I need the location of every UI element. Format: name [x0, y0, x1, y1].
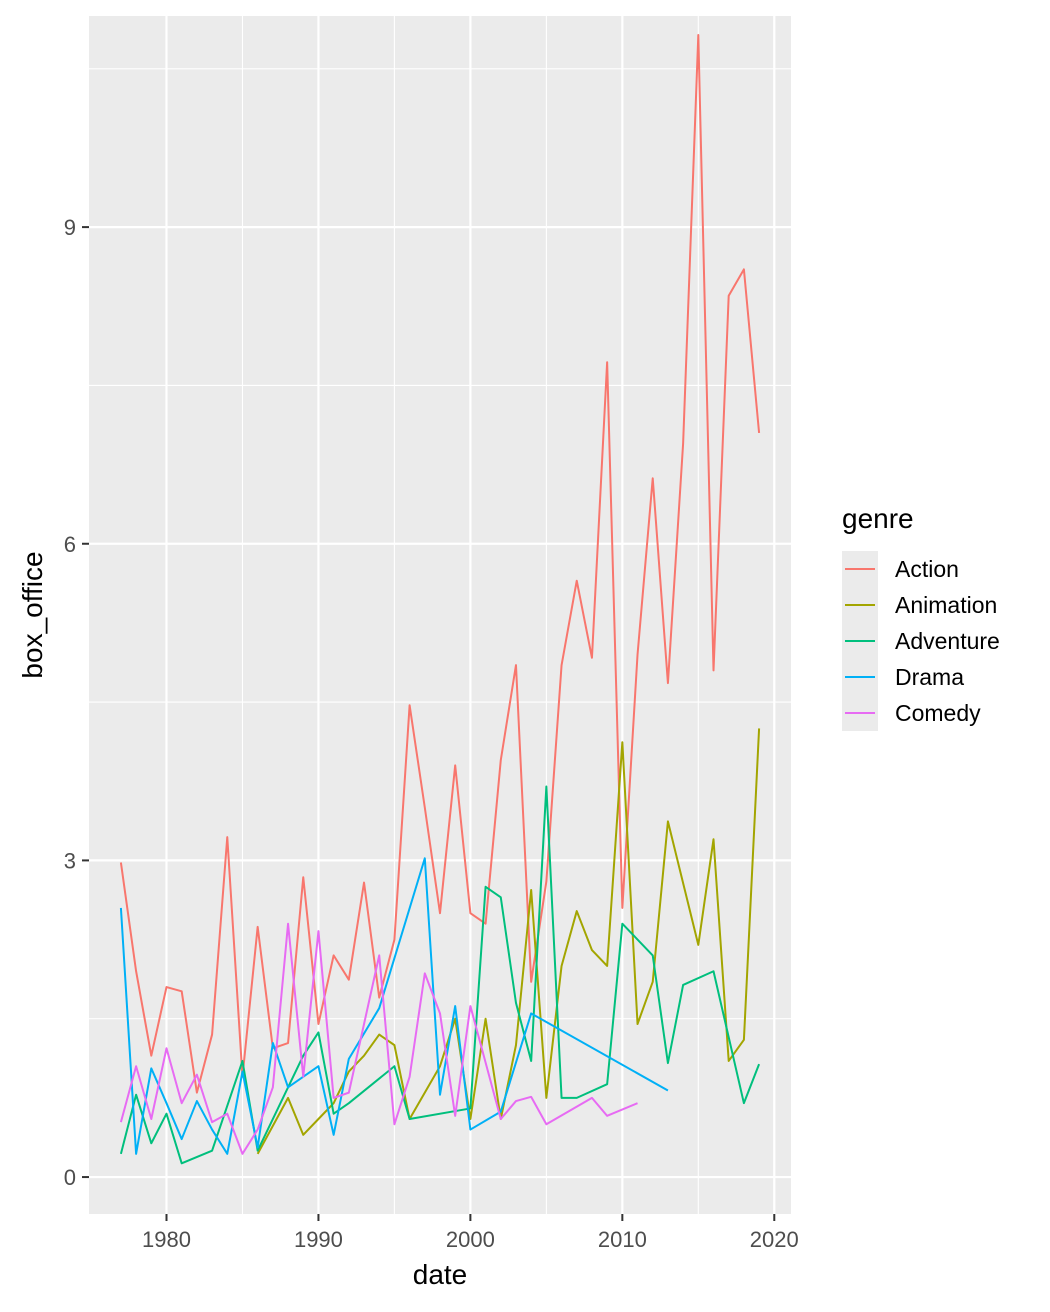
legend-label-animation: Animation — [895, 592, 997, 618]
x-axis-title: date — [413, 1259, 468, 1290]
x-axis-ticks: 1980 1990 2000 2010 2020 — [142, 1214, 799, 1252]
panel-background — [89, 16, 791, 1214]
legend-label-drama: Drama — [895, 664, 964, 690]
x-tick-label-3: 2010 — [598, 1227, 647, 1252]
series-lines — [119, 34, 761, 1165]
y-tick-label-1: 3 — [64, 848, 76, 873]
x-tick-label-4: 2020 — [750, 1227, 799, 1252]
y-axis-title: box_office — [17, 551, 48, 678]
series-line-adventure — [119, 785, 761, 1165]
x-tick-label-1: 1990 — [294, 1227, 343, 1252]
y-axis-ticks: 0 3 6 9 — [64, 215, 89, 1190]
legend-label-comedy: Comedy — [895, 700, 981, 726]
y-tick-label-0: 0 — [64, 1165, 76, 1190]
x-tick-label-0: 1980 — [142, 1227, 191, 1252]
series-line-animation — [256, 728, 761, 1155]
y-tick-label-2: 6 — [64, 532, 76, 557]
legend-label-adventure: Adventure — [895, 628, 1000, 654]
legend-label-action: Action — [895, 556, 959, 582]
legend: genre Action Animation Adventure Drama Comed… — [842, 503, 1000, 731]
series-line-comedy — [119, 922, 638, 1155]
legend-title: genre — [842, 503, 914, 534]
y-tick-label-3: 9 — [64, 215, 76, 240]
series-line-action — [119, 34, 761, 1094]
series-line-drama — [119, 857, 669, 1155]
x-tick-label-2: 2000 — [446, 1227, 495, 1252]
legend-keys: Action Animation Adventure Drama Comedy — [842, 551, 1000, 731]
